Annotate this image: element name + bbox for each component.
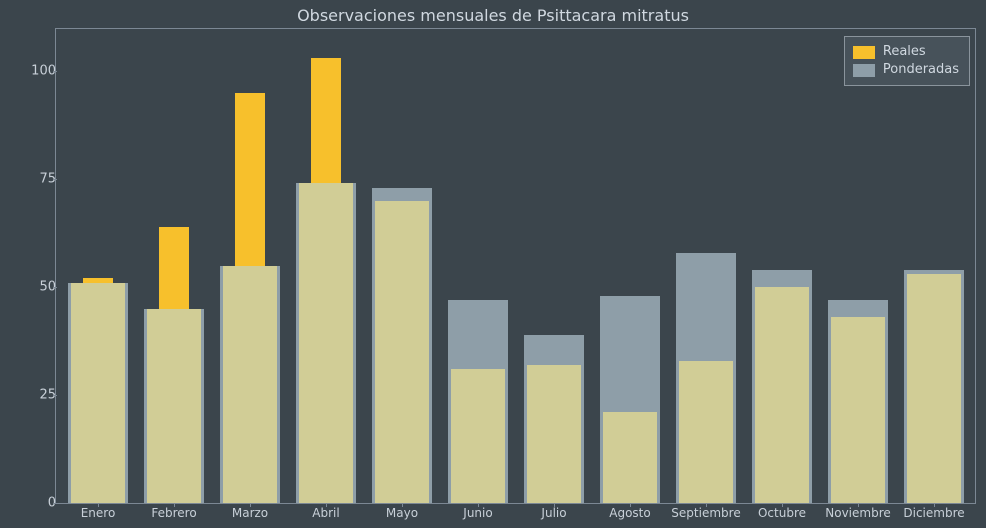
legend-label-ponderadas: Ponderadas — [883, 61, 959, 79]
bar-reales-overlap — [755, 287, 809, 503]
bar-reales — [235, 93, 265, 266]
bar-reales-overlap — [71, 283, 125, 503]
bar-reales-overlap — [831, 317, 885, 503]
bar-reales-overlap — [527, 365, 581, 503]
legend: Reales Ponderadas — [844, 36, 970, 86]
legend-swatch-reales — [853, 46, 875, 59]
legend-label-reales: Reales — [883, 43, 926, 61]
bar-reales-overlap — [299, 183, 353, 503]
bar-reales-overlap — [223, 266, 277, 504]
bar-reales-overlap — [451, 369, 505, 503]
bar-reales-overlap — [907, 274, 961, 503]
legend-row-ponderadas: Ponderadas — [853, 61, 959, 79]
bar-reales — [159, 227, 189, 309]
bar-reales-overlap — [147, 309, 201, 503]
legend-row-reales: Reales — [853, 43, 959, 61]
legend-swatch-ponderadas — [853, 64, 875, 77]
bar-reales — [83, 278, 113, 282]
bar-reales-overlap — [375, 201, 429, 503]
figure: Observaciones mensuales de Psittacara mi… — [0, 0, 986, 528]
bar-reales — [311, 58, 341, 183]
bar-reales-overlap — [603, 412, 657, 503]
bar-reales-overlap — [679, 361, 733, 504]
